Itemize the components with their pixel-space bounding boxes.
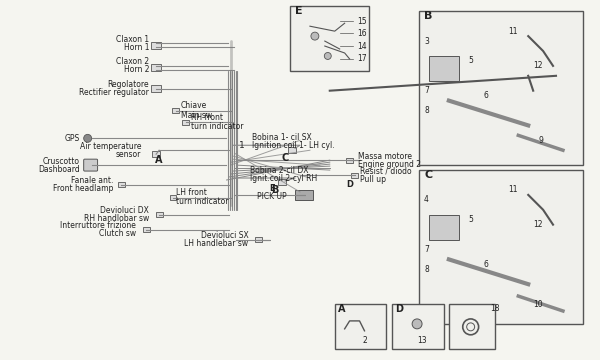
Text: PICK UP: PICK UP (257, 192, 287, 201)
Text: Claxon 2: Claxon 2 (116, 57, 149, 66)
Circle shape (83, 134, 92, 142)
Bar (429, 56, 459, 81)
Text: A: A (155, 155, 163, 165)
Text: Air temperature: Air temperature (80, 142, 141, 151)
Text: Interruttore frizione: Interruttore frizione (61, 221, 136, 230)
FancyBboxPatch shape (83, 159, 98, 171)
Text: E: E (295, 6, 302, 16)
Text: Claxon 1: Claxon 1 (116, 35, 149, 44)
Text: 3: 3 (424, 37, 429, 46)
Text: 1: 1 (238, 141, 244, 150)
Bar (419, 11, 583, 165)
Circle shape (311, 32, 319, 40)
Text: Fanale ant.: Fanale ant. (71, 176, 113, 185)
Text: Horn 1: Horn 1 (124, 42, 149, 51)
Circle shape (325, 53, 331, 59)
Text: 5: 5 (469, 215, 473, 224)
Text: Devioluci SX: Devioluci SX (200, 231, 248, 240)
Text: D: D (395, 304, 403, 314)
Text: 15: 15 (358, 17, 367, 26)
Text: 13: 13 (417, 336, 427, 345)
Text: Cruscotto: Cruscotto (43, 157, 80, 166)
Text: B: B (424, 11, 433, 21)
Text: Ignition coil 1- LH cyl.: Ignition coil 1- LH cyl. (253, 141, 335, 150)
Text: E: E (269, 184, 275, 193)
Text: B: B (272, 185, 279, 195)
Text: A: A (338, 304, 345, 314)
Text: 4: 4 (424, 195, 429, 204)
Text: RH front: RH front (191, 113, 223, 122)
Bar (278, 179, 286, 185)
Text: turn indicator: turn indicator (191, 122, 244, 131)
Text: Resist / diodo: Resist / diodo (359, 167, 411, 176)
Text: 11: 11 (508, 27, 518, 36)
Text: 2: 2 (362, 336, 367, 345)
Text: RH handlobar sw: RH handlobar sw (84, 214, 149, 223)
Bar (182, 120, 190, 125)
Text: GPS: GPS (64, 134, 80, 143)
Text: 8: 8 (424, 265, 429, 274)
Text: 14: 14 (358, 41, 367, 50)
Text: 7: 7 (424, 86, 429, 95)
Text: 16: 16 (358, 29, 367, 38)
Bar (170, 195, 176, 201)
Text: 6: 6 (484, 260, 488, 269)
Bar (255, 237, 262, 242)
Text: Front headlamp: Front headlamp (53, 184, 113, 193)
Bar (143, 227, 149, 232)
Bar (290, 6, 370, 71)
Bar (172, 108, 179, 113)
Bar (392, 304, 444, 349)
Text: C: C (424, 170, 432, 180)
Text: Devioluci DX: Devioluci DX (100, 206, 149, 215)
Text: 18: 18 (491, 305, 500, 314)
Text: D: D (346, 180, 353, 189)
Text: Engine ground 2: Engine ground 2 (358, 159, 421, 168)
Bar (151, 41, 161, 49)
Text: 6: 6 (484, 91, 488, 100)
Text: Main sw: Main sw (181, 111, 212, 120)
Text: Chiave: Chiave (181, 101, 207, 110)
Text: 10: 10 (533, 300, 543, 309)
Text: 8: 8 (424, 106, 429, 115)
Text: 7: 7 (424, 245, 429, 254)
Bar (288, 147, 296, 153)
Bar (335, 304, 386, 349)
Text: Regolatore: Regolatore (107, 80, 149, 89)
Text: Horn 2: Horn 2 (124, 66, 149, 75)
Bar (118, 183, 125, 188)
Text: 17: 17 (358, 54, 367, 63)
Bar (351, 172, 358, 177)
Bar (429, 215, 459, 239)
Text: C: C (281, 153, 289, 163)
Bar (152, 151, 160, 157)
Text: Bobina 2-cil DX: Bobina 2-cil DX (250, 166, 309, 175)
Text: Rectifier regulator: Rectifier regulator (79, 88, 149, 97)
Text: sensor: sensor (116, 150, 141, 159)
Text: Massa motore: Massa motore (358, 152, 412, 161)
Text: turn indicator: turn indicator (176, 197, 229, 206)
Text: 11: 11 (508, 185, 518, 194)
Bar (449, 304, 496, 349)
Text: LH handlebar sw: LH handlebar sw (184, 239, 248, 248)
Text: Ignit.coil 2-cyl RH: Ignit.coil 2-cyl RH (250, 174, 317, 183)
Bar (151, 64, 161, 71)
Text: 5: 5 (469, 57, 473, 66)
Bar (419, 170, 583, 324)
Bar (295, 190, 313, 200)
Text: 9: 9 (538, 136, 543, 145)
Text: Dashboard: Dashboard (38, 165, 80, 174)
Text: Pull up: Pull up (359, 175, 386, 184)
Text: 12: 12 (533, 220, 542, 229)
Circle shape (412, 319, 422, 329)
Text: Clutch sw: Clutch sw (99, 229, 136, 238)
Bar (151, 85, 161, 92)
Text: 12: 12 (533, 62, 542, 71)
Bar (346, 158, 353, 163)
Text: Bobina 1- cil SX: Bobina 1- cil SX (253, 133, 312, 142)
Bar (155, 212, 163, 217)
Text: LH front: LH front (176, 188, 207, 197)
